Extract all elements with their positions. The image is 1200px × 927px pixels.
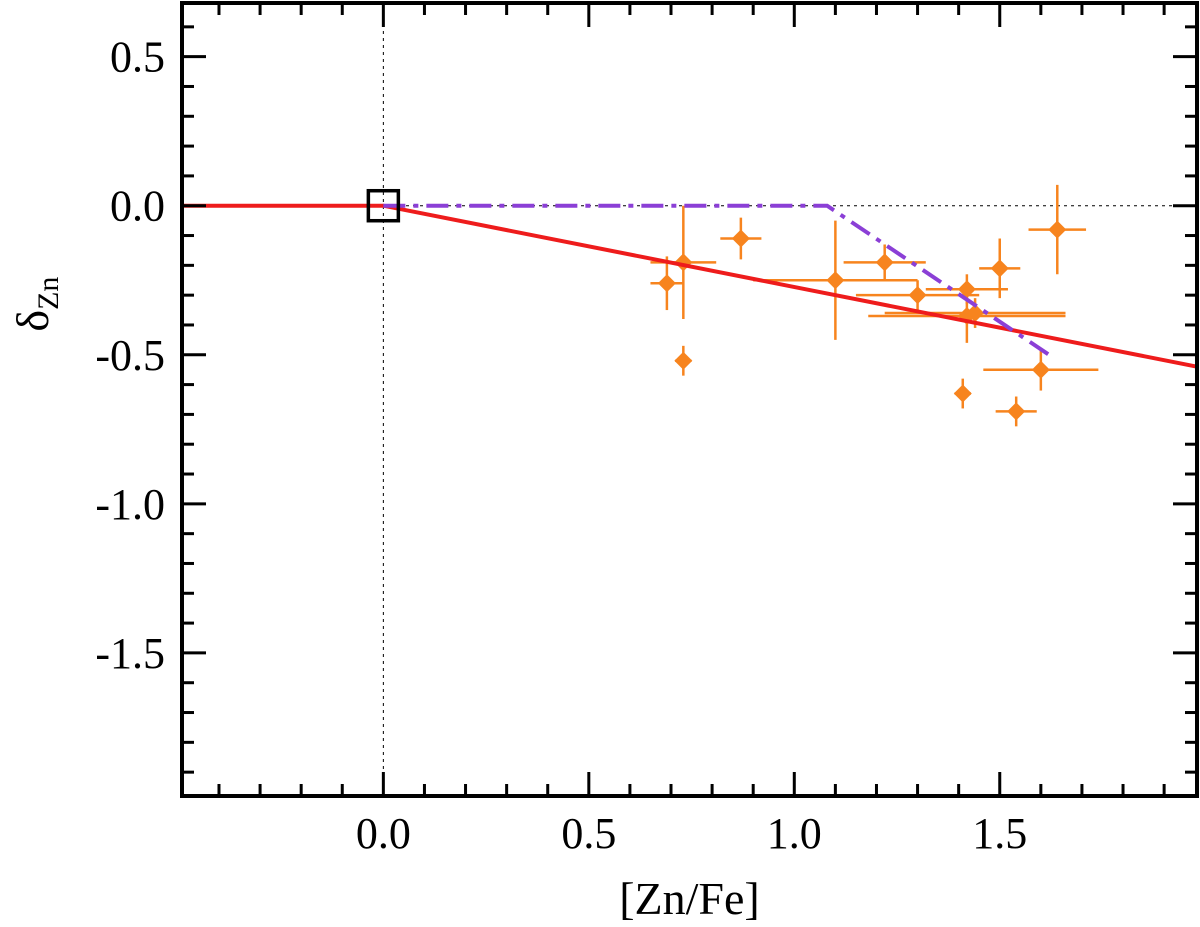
plot-frame [180, 1, 1199, 798]
axis-ticks [182, 3, 1197, 796]
x-tick-label: 0.0 [356, 809, 411, 858]
data-point [826, 271, 845, 290]
x-tick-label: 1.5 [972, 809, 1027, 858]
data-point [731, 229, 750, 248]
x-tick-label: 0.5 [561, 809, 616, 858]
data-point [966, 304, 985, 323]
piecewise-model-line [383, 203, 1051, 357]
y-tick-label: 0.0 [110, 182, 165, 231]
y-tick-label: -1.0 [95, 480, 165, 529]
data-point [875, 253, 894, 272]
y-axis-title-subscript: Zn [32, 277, 65, 310]
data-point [1048, 220, 1067, 239]
data-point [1031, 360, 1050, 379]
plot-content [182, 3, 1198, 796]
data-point [674, 351, 693, 370]
data-point [953, 384, 972, 403]
x-tick-label: 1.0 [767, 809, 822, 858]
data-point [908, 286, 927, 305]
reference-square-marker [366, 188, 401, 223]
data-point [1007, 402, 1026, 421]
data-point [990, 259, 1009, 278]
data-point [957, 280, 976, 299]
y-tick-label: 0.5 [110, 33, 165, 82]
data-point [657, 274, 676, 293]
y-tick-label: -1.5 [95, 629, 165, 678]
x-axis-title: [Zn/Fe] [619, 873, 760, 924]
tick-labels: 0.0 0.5 1.0 1.5 0.5 0.0 -0.5 -1.0 -1.5 [95, 33, 1027, 858]
y-tick-label: -0.5 [95, 331, 165, 380]
y-axis-title: δZn [7, 277, 65, 332]
y-axis-title-symbol: δ [7, 310, 58, 332]
